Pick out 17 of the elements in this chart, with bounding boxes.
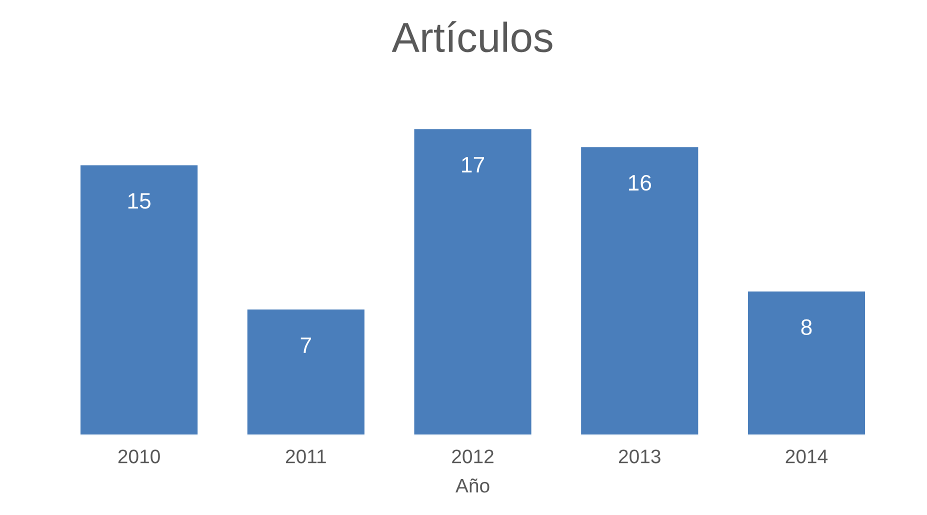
bar <box>746 290 866 436</box>
data-label: 17 <box>462 157 484 172</box>
bar <box>246 308 366 436</box>
x-tick-label: 2010 <box>118 450 160 464</box>
x-tick-label: 2012 <box>452 450 494 464</box>
x-tick-label: 2011 <box>286 450 326 464</box>
data-label: 7 <box>300 338 311 353</box>
bar <box>79 164 199 436</box>
bar <box>412 128 533 436</box>
data-label: 15 <box>128 193 150 209</box>
x-tick-label: 2014 <box>786 450 828 464</box>
data-label: 8 <box>801 319 812 336</box>
chart-title: Artículos <box>392 21 552 52</box>
data-label: 16 <box>628 174 652 191</box>
x-axis-title: Año <box>456 478 490 493</box>
bar <box>580 146 700 436</box>
x-tick-label: 2013 <box>618 450 660 464</box>
